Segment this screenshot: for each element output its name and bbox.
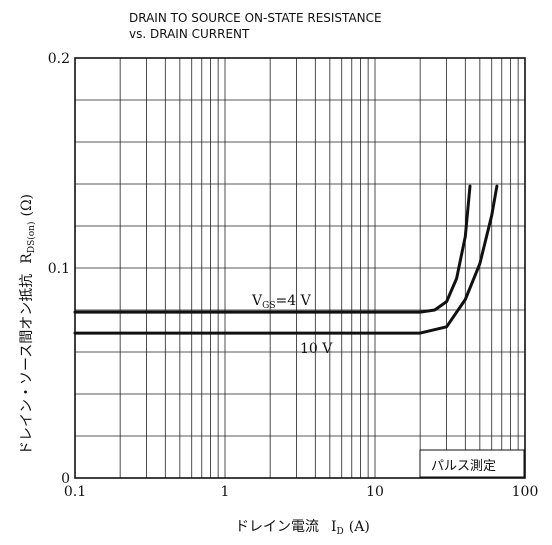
x-tick-label: 100: [512, 484, 539, 500]
series-line-vgs-4v: [73, 184, 472, 314]
series-group: [73, 184, 499, 335]
label-vgs-4v: VGS=4 V: [251, 293, 312, 311]
series-line-vgs-10v: [73, 184, 499, 335]
y-tick-label: 0: [61, 471, 70, 487]
note-pulse: パルス測定: [431, 459, 496, 474]
x-axis-title: ドレイン電流 ID (A): [235, 519, 370, 537]
chart-title-line2: vs. DRAIN CURRENT: [129, 27, 250, 41]
x-tick-label: 10: [366, 484, 384, 500]
chart-title-line1: DRAIN TO SOURCE ON-STATE RESISTANCE: [129, 11, 382, 25]
x-tick-label: 1: [221, 484, 230, 500]
y-tick-label: 0.2: [48, 51, 70, 67]
plot-frame: [74, 57, 526, 479]
y-tick-label: 0.1: [48, 261, 70, 277]
x-tick-label: 0.1: [64, 484, 86, 500]
grid: [75, 58, 525, 478]
note-box: [419, 449, 525, 478]
y-axis-title: ドレイン・ソース間オン抵抗RDS(on)(Ω): [19, 194, 37, 455]
label-vgs-10v: 10 V: [300, 341, 333, 357]
